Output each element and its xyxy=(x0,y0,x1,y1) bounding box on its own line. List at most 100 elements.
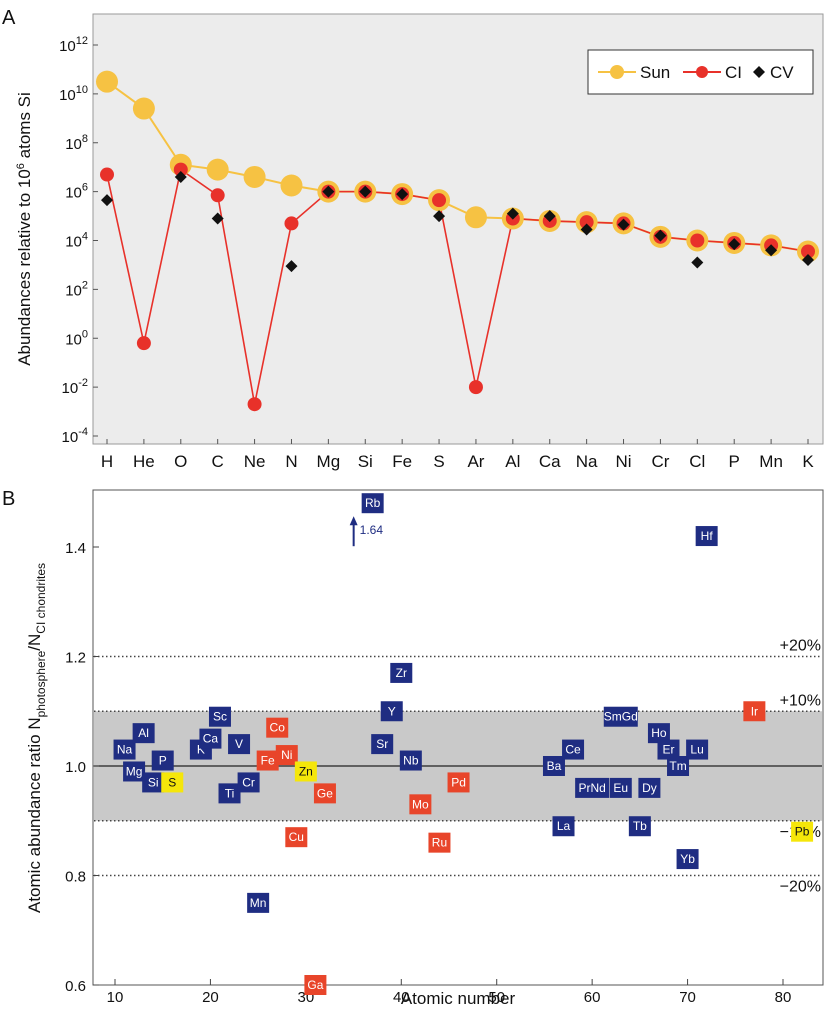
point-box xyxy=(275,745,298,766)
point-label: Mg xyxy=(126,764,143,778)
cv-point-Fe xyxy=(396,188,409,201)
point-Si: Si xyxy=(142,772,165,793)
cv-point-N xyxy=(285,260,298,273)
ci-point-Ne xyxy=(247,397,262,412)
point-box xyxy=(409,794,432,815)
point-Er: Er xyxy=(657,739,680,760)
sun-point-Ne xyxy=(243,165,266,188)
ci-point-H xyxy=(100,167,114,182)
ci-point-C xyxy=(210,188,225,203)
point-La: La xyxy=(552,816,575,837)
b-y-tick-label: 1.2 xyxy=(65,650,86,667)
cv-point-H xyxy=(101,194,113,207)
point-Tb: Tb xyxy=(628,816,651,837)
a-x-tick-label: Cl xyxy=(689,452,705,471)
point-box xyxy=(390,662,413,683)
b-x-tick-label: 40 xyxy=(393,989,410,1006)
point-box xyxy=(247,892,270,913)
b-y-tick-label: 0.6 xyxy=(65,978,86,995)
point-box xyxy=(313,783,336,804)
point-Al: Al xyxy=(132,723,155,744)
point-Ti: Ti xyxy=(218,783,241,804)
point-box xyxy=(603,706,638,727)
point-Cu: Cu xyxy=(285,827,308,848)
rb-off-scale-value: 1.64 xyxy=(360,523,384,537)
point-label: Y xyxy=(388,704,396,718)
a-x-tick-label: K xyxy=(802,452,814,471)
panel-a: A Abundances relative to 106 atoms Si 10… xyxy=(2,7,824,471)
ci-point-K xyxy=(801,244,815,259)
a-x-tick-label: Si xyxy=(358,452,373,471)
panel-b: B Atomic abundance ratio Nphotosphere/NC… xyxy=(2,488,824,1008)
legend-ci-marker xyxy=(696,66,708,78)
point-Fe: Fe xyxy=(256,750,279,771)
point-label: Al xyxy=(138,726,149,740)
point-Ho: Ho xyxy=(647,723,670,744)
a-y-tick-label: 10-4 xyxy=(62,426,88,446)
sun-point-H xyxy=(96,70,118,93)
cv-point-P xyxy=(728,238,741,251)
point-SmGd: SmGd xyxy=(603,706,638,727)
cv-point-C xyxy=(211,212,224,225)
point-box xyxy=(228,734,251,755)
point-label: Zr xyxy=(396,666,407,680)
a-x-tick-label: Cr xyxy=(651,452,669,471)
point-label: Cr xyxy=(242,775,255,789)
a-x-tick-label: C xyxy=(212,452,224,471)
cv-point-Cl xyxy=(691,256,704,269)
point-Y: Y xyxy=(380,701,403,722)
point-box xyxy=(380,701,403,722)
point-box xyxy=(237,772,260,793)
b-y-tick-label: 0.8 xyxy=(65,869,86,886)
legend-cv-marker xyxy=(753,66,765,78)
point-box xyxy=(791,821,814,842)
point-Lu: Lu xyxy=(686,739,709,760)
point-Cr: Cr xyxy=(237,772,260,793)
point-box xyxy=(142,772,165,793)
point-Ba: Ba xyxy=(542,756,565,776)
ci-point-Ar xyxy=(468,380,483,395)
a-x-tick-label: S xyxy=(433,452,444,471)
a-x-tick-label: Ne xyxy=(244,452,266,471)
point-box xyxy=(113,739,136,760)
cv-point-Ni xyxy=(617,218,630,231)
point-box xyxy=(208,706,231,727)
panel-a-series xyxy=(96,70,819,412)
point-S: S xyxy=(161,772,184,793)
point-label: Na xyxy=(117,743,133,757)
reference-line-label: +10% xyxy=(780,692,821,709)
point-box xyxy=(695,526,718,547)
ci-point-O xyxy=(173,162,188,177)
point-Sc: Sc xyxy=(208,706,231,727)
point-Eu: Eu xyxy=(609,777,632,798)
point-label: Nb xyxy=(403,754,419,768)
panel-b-x-axis-label: Atomic number xyxy=(401,989,516,1008)
point-label: P xyxy=(159,754,167,768)
a-x-tick-label: Na xyxy=(576,452,598,471)
panel-a-x-ticks: H He O C Ne N Mg Si Fe S Ar Al Ca Na Ni Cr Cl P Mn K xyxy=(101,439,814,471)
point-Ge: Ge xyxy=(313,783,336,804)
legend-sun-label: Sun xyxy=(640,63,670,82)
point-label: Hf xyxy=(701,529,714,543)
point-label: Rb xyxy=(365,496,381,510)
a-x-tick-label: He xyxy=(133,452,155,471)
point-Mg: Mg xyxy=(123,761,146,782)
point-label: Ce xyxy=(565,743,581,757)
cv-point-Na xyxy=(580,223,593,236)
point-box xyxy=(542,756,565,776)
cv-point-Ca xyxy=(543,210,556,223)
point-label: SmGd xyxy=(604,710,638,724)
point-box xyxy=(575,777,610,798)
point-label: K xyxy=(197,743,205,757)
point-box xyxy=(647,723,670,744)
point-Mo: Mo xyxy=(409,794,432,815)
point-box xyxy=(123,761,146,782)
cv-point-K xyxy=(802,254,814,267)
point-label: Ni xyxy=(281,748,292,762)
ci-point-N xyxy=(284,216,299,231)
point-Tm: Tm xyxy=(667,756,690,776)
rb-arrow-head xyxy=(349,516,358,526)
point-Ni: Ni xyxy=(275,745,298,766)
point-box xyxy=(266,717,289,738)
a-x-tick-label: N xyxy=(285,452,297,471)
